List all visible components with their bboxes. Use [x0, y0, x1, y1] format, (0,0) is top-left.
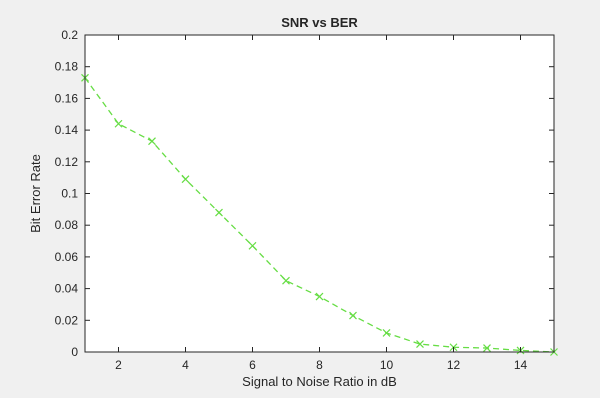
x-tick-label: 6 [249, 358, 256, 372]
y-tick-label: 0.16 [55, 91, 79, 105]
x-tick-label: 4 [182, 358, 189, 372]
plot-box [84, 34, 555, 353]
y-tick-label: 0.1 [61, 187, 78, 201]
data-point [349, 311, 357, 320]
y-axis-label: Bit Error Rate [28, 154, 43, 233]
y-tick-label: 0.14 [55, 123, 79, 137]
plot-area [85, 35, 554, 352]
x-tick-label: 10 [380, 358, 394, 372]
data-point [483, 344, 491, 352]
data-point [282, 276, 290, 285]
y-tick-label: 0.02 [55, 313, 79, 327]
axis-ticks: 2 4 6 8 10 12 14 0 0.02 0.04 0.06 0.08 0.1 0.12 0.14 0.… [55, 28, 554, 372]
data-point [315, 292, 324, 301]
y-tick-label: 0.08 [55, 218, 79, 232]
data-point [148, 137, 156, 146]
data-point [181, 175, 190, 184]
data-point [114, 119, 123, 128]
x-axis-label: Signal to Noise Ratio in dB [242, 374, 397, 389]
x-tick-label: 8 [316, 358, 323, 372]
y-tick-label: 0.04 [55, 282, 79, 296]
y-tick-label: 0.18 [55, 60, 79, 74]
data-point [248, 241, 257, 250]
x-tick-label: 14 [514, 358, 528, 372]
chart-title: SNR vs BER [281, 15, 358, 30]
y-tick-label: 0.06 [55, 250, 79, 264]
y-tick-label: 0.2 [61, 28, 78, 42]
data-point [215, 208, 223, 217]
y-tick-label: 0 [71, 345, 78, 359]
x-tick-label: 12 [447, 358, 461, 372]
y-tick-label: 0.12 [55, 155, 79, 169]
x-tick-label: 2 [115, 358, 122, 372]
data-point [416, 340, 424, 348]
data-point [382, 329, 391, 337]
